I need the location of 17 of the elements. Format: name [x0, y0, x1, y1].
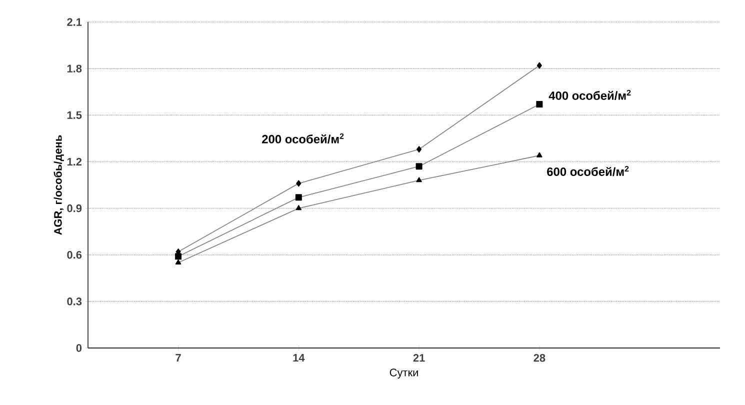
x-tick-label: 28 [534, 354, 546, 362]
y-tick-label: 0.9 [67, 204, 82, 212]
x-tick-label: 7 [176, 354, 181, 362]
y-tick-label: 1.8 [67, 64, 82, 72]
x-axis-title: Сутки [390, 368, 418, 379]
y-tick-label: 2.1 [67, 18, 82, 26]
series-label: 600 особей/м$^{2}$ [547, 166, 629, 176]
y-tick-label: 1.5 [67, 111, 82, 119]
x-tick-label: 14 [293, 354, 305, 362]
y-axis-title: AGR, г/особь/день [54, 135, 64, 235]
y-tick-label: 0.3 [67, 298, 82, 306]
y-tick-label: 1.2 [67, 158, 82, 166]
y-tick-label: 0 [76, 344, 82, 352]
series-label: 400 особей/м$^{2}$ [548, 90, 631, 100]
x-tick-label: 21 [413, 354, 425, 362]
y-tick-label: 0.6 [67, 250, 82, 259]
text: 200 особей/м$^{2}$ [262, 133, 344, 144]
